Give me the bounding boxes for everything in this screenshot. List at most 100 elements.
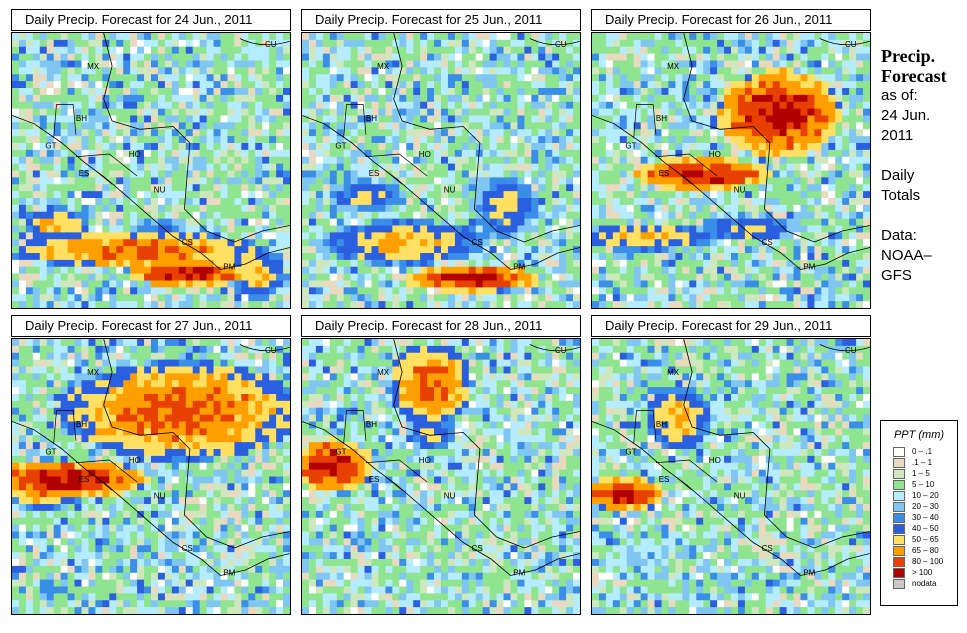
precip-cell — [241, 246, 249, 254]
precip-cell — [206, 339, 214, 347]
precip-cell — [46, 301, 55, 308]
precip-cell — [640, 287, 648, 295]
precip-cell — [598, 94, 607, 103]
precip-cell — [475, 88, 484, 96]
precip-cell — [357, 177, 365, 185]
precip-cell — [12, 301, 20, 308]
precip-cell — [849, 280, 857, 288]
precip-cell — [213, 129, 221, 137]
precip-cell — [559, 287, 567, 295]
precip-cell — [269, 122, 277, 130]
precip-cell — [144, 191, 152, 199]
precip-cell — [213, 339, 221, 347]
precip-cell — [821, 60, 829, 68]
precip-cell — [427, 129, 435, 137]
precip-cell — [102, 253, 110, 261]
precip-cell — [612, 163, 621, 171]
precip-cell — [689, 280, 697, 288]
precip-cell — [406, 253, 414, 261]
precip-cell — [849, 294, 857, 302]
precip-cell — [315, 108, 324, 116]
precip-cell — [737, 287, 746, 295]
precip-cell — [39, 33, 48, 41]
precip-cell — [696, 33, 704, 41]
precip-cell — [413, 294, 421, 302]
precip-cell — [357, 115, 365, 123]
precip-cell — [427, 67, 435, 75]
precip-cell — [171, 253, 180, 261]
precip-cell — [807, 280, 815, 288]
precip-cell — [39, 301, 48, 308]
precip-cell — [123, 88, 131, 96]
precip-cell — [302, 211, 310, 220]
precip-cell — [696, 94, 704, 103]
precip-cell — [32, 266, 41, 275]
precip-cell — [269, 218, 277, 226]
precip-cell — [67, 33, 75, 41]
precip-cell — [821, 46, 829, 55]
precip-cell — [849, 46, 857, 55]
precip-cell — [807, 191, 815, 199]
precip-cell — [315, 239, 324, 247]
precip-cell — [724, 211, 732, 220]
precip-cell — [592, 129, 600, 137]
precip-cell — [807, 136, 815, 144]
precip-cell — [772, 39, 781, 48]
precip-cell — [88, 301, 96, 308]
precip-cell — [315, 198, 324, 206]
precip-cell — [39, 81, 48, 89]
precip-cell — [255, 218, 263, 226]
precip-cell — [315, 246, 324, 254]
precip-cell — [227, 204, 235, 213]
precip-cell — [647, 46, 655, 55]
precip-cell — [315, 94, 324, 103]
precip-cell — [793, 204, 801, 213]
precip-cell — [710, 60, 718, 68]
precip-cell — [406, 108, 414, 116]
precip-cell — [517, 67, 525, 75]
precip-cell — [737, 184, 746, 192]
precip-cell — [206, 280, 214, 288]
precip-cell — [475, 259, 484, 268]
precip-cell — [220, 108, 228, 116]
precip-cell — [227, 39, 235, 48]
precip-cell — [538, 163, 546, 171]
precip-cell — [696, 198, 704, 206]
precip-cell — [39, 108, 48, 116]
precip-cell — [164, 81, 173, 89]
precip-cell — [821, 253, 829, 261]
precip-cell — [758, 280, 767, 288]
precip-cell — [559, 218, 567, 226]
precip-cell — [192, 253, 201, 261]
precip-cell — [343, 198, 352, 206]
precip-cell — [185, 239, 194, 247]
precip-cell — [157, 294, 166, 302]
precip-cell — [710, 163, 718, 171]
precip-cell — [510, 143, 518, 151]
precip-cell — [524, 294, 532, 302]
precip-cell — [744, 163, 753, 171]
precip-cell — [863, 115, 870, 123]
precip-cell — [814, 115, 822, 123]
precip-cell — [315, 143, 324, 151]
precip-cell — [283, 287, 290, 295]
precip-cell — [517, 170, 525, 178]
precip-cell — [482, 253, 491, 261]
precip-cell — [489, 239, 497, 247]
precip-cell — [814, 67, 822, 75]
precip-cell — [779, 60, 787, 68]
precip-cell — [605, 143, 614, 151]
precip-cell — [559, 101, 567, 110]
precip-cell — [598, 74, 607, 82]
precip-cell — [482, 191, 491, 199]
precip-cell — [751, 280, 760, 288]
precip-cell — [157, 136, 166, 144]
precip-cell — [157, 74, 166, 82]
precip-cell — [482, 246, 491, 254]
precip-cell — [531, 163, 539, 171]
precip-cell — [786, 88, 794, 96]
precip-cell — [25, 225, 34, 233]
precip-cell — [241, 301, 249, 308]
precip-cell — [60, 204, 68, 213]
precip-cell — [227, 115, 235, 123]
